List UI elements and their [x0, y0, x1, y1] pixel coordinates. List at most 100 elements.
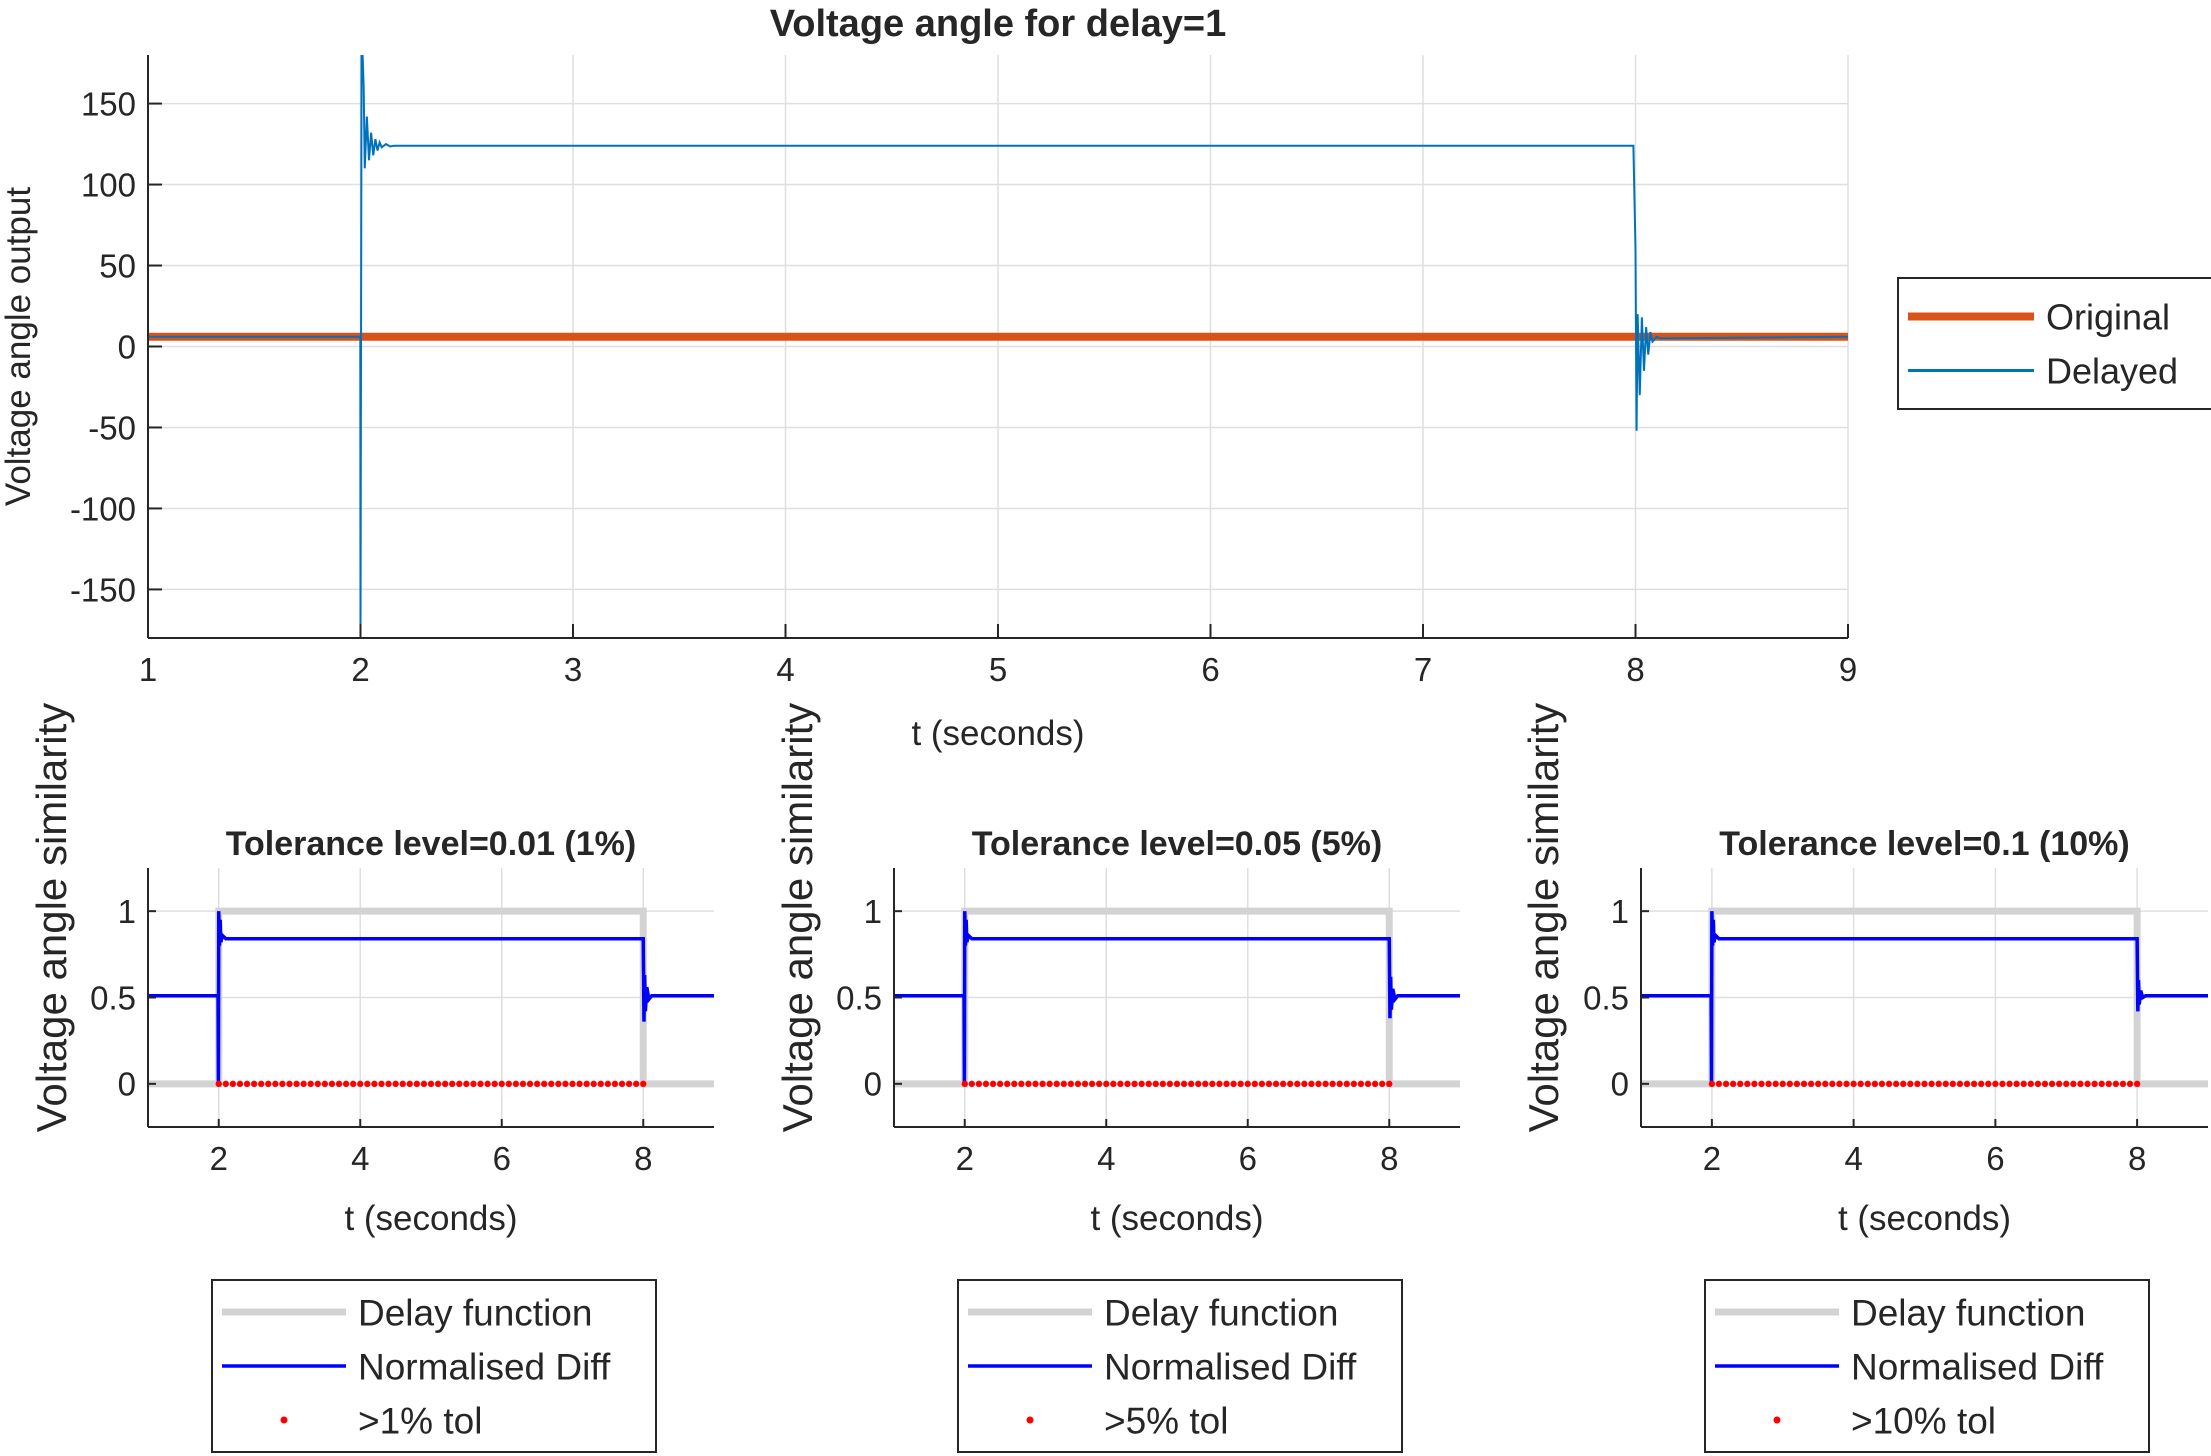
series-group	[148, 55, 1848, 638]
x-tick-label: 2	[210, 1140, 228, 1177]
y-tick-label: 50	[99, 247, 136, 284]
tolerance-point	[1857, 1080, 1864, 1088]
x-axis-label: t (seconds)	[911, 714, 1084, 753]
tolerance-point	[1315, 1080, 1322, 1088]
x-tick-label: 7	[1414, 651, 1432, 688]
x-tick-label: 9	[1839, 651, 1857, 688]
tolerance-point	[258, 1080, 265, 1088]
tolerance-point	[1173, 1080, 1181, 1088]
legend-label: Delayed	[2046, 350, 2178, 391]
x-tick-label: 8	[634, 1140, 652, 1177]
legend-label: >5% tol	[1104, 1400, 1228, 1441]
y-tick-label: -150	[70, 571, 136, 608]
x-tick-label: 4	[1844, 1140, 1862, 1177]
tolerance-point	[2133, 1080, 2141, 1088]
series-line-2	[148, 911, 714, 1084]
legend-box	[1897, 277, 2211, 410]
tolerance-point	[1209, 1080, 1216, 1088]
tolerance-point	[512, 1080, 520, 1088]
tolerance-point	[618, 1080, 626, 1088]
tolerance-point	[1244, 1080, 1251, 1088]
tolerance-point	[1729, 1080, 1737, 1088]
tolerance-point	[1350, 1080, 1358, 1088]
tolerance-point	[1216, 1080, 1223, 1088]
tolerance-point	[1942, 1080, 1949, 1088]
tolerance-point	[2063, 1080, 2070, 1088]
tolerance-point	[526, 1080, 534, 1088]
tolerance-point	[441, 1080, 449, 1088]
legend: Original Delayed	[1897, 277, 2211, 410]
y-tick-label: 0	[1611, 1066, 1629, 1103]
x-tick-label: 6	[1239, 1140, 1257, 1177]
tolerance-point	[1294, 1080, 1301, 1088]
y-tick-label: 0.5	[90, 979, 136, 1016]
tolerance-point	[1758, 1080, 1765, 1088]
series-group	[148, 907, 714, 1088]
legend-label: Normalised Diff	[358, 1346, 611, 1387]
tolerance-point	[2020, 1080, 2027, 1088]
tolerance-point	[1907, 1080, 1914, 1088]
tolerance-point	[413, 1080, 421, 1088]
tolerance-point	[1843, 1080, 1850, 1088]
series-group	[894, 907, 1460, 1088]
tolerance-point	[1124, 1080, 1131, 1088]
tolerance-point	[2048, 1080, 2056, 1088]
tolerance-point	[1978, 1080, 1985, 1088]
legend-label: Original	[2046, 296, 2170, 337]
y-tick-label: 1	[864, 893, 882, 930]
y-tick-label: 100	[81, 166, 136, 203]
chart-title: Tolerance level=0.05 (5%)	[972, 825, 1382, 863]
tolerance-point	[1885, 1080, 1893, 1088]
tolerance-point	[2112, 1080, 2120, 1088]
tolerance-point	[1060, 1080, 1068, 1088]
tolerance-point	[1892, 1080, 1900, 1088]
tolerance-point	[1074, 1080, 1082, 1088]
tolerance-point	[1970, 1080, 1978, 1088]
legend-marker	[1773, 1416, 1781, 1424]
legend-label: Normalised Diff	[1104, 1346, 1357, 1387]
tolerance-point	[1900, 1080, 1907, 1088]
tolerance-point	[1914, 1080, 1921, 1088]
series-line-1	[148, 907, 714, 1088]
tolerance-point	[1025, 1080, 1032, 1088]
tolerance-point	[1807, 1080, 1815, 1088]
tolerance-point	[420, 1080, 428, 1088]
series-line-2	[148, 55, 1848, 638]
tolerance-point	[961, 1080, 968, 1088]
y-tick-label: -50	[88, 409, 136, 446]
x-tick-label: 8	[1380, 1140, 1398, 1177]
tolerance-point	[604, 1080, 612, 1088]
tolerance-point	[1004, 1080, 1011, 1088]
tolerance-point	[406, 1080, 413, 1088]
tolerance-point	[1793, 1080, 1801, 1088]
tolerance-point	[1180, 1080, 1188, 1088]
tolerance-point	[1364, 1080, 1372, 1088]
legend: Delay function Normalised Diff >5% tol	[957, 1279, 1403, 1453]
tolerance-point	[1850, 1080, 1857, 1088]
tolerance-point	[293, 1080, 300, 1088]
x-tick-label: 4	[776, 651, 794, 688]
tolerance-point	[229, 1080, 237, 1088]
x-tick-label: 1	[139, 651, 157, 688]
y-axis-label: Voltage angle similarity	[774, 703, 821, 1133]
x-axis-label: t (seconds)	[1090, 1199, 1263, 1238]
x-tick-label: 3	[564, 651, 582, 688]
tolerance-point	[357, 1080, 364, 1088]
tolerance-point	[378, 1080, 385, 1088]
legend-label: Normalised Diff	[1851, 1346, 2104, 1387]
tolerance-point	[625, 1080, 633, 1088]
tolerance-point	[597, 1080, 604, 1088]
tolerance-point	[1708, 1080, 1716, 1088]
tolerance-point	[321, 1080, 329, 1088]
tolerance-point	[1343, 1080, 1351, 1088]
y-tick-label: 0	[118, 328, 136, 365]
tolerance-point	[1110, 1080, 1117, 1088]
tolerance-point	[1878, 1080, 1886, 1088]
tolerance-point	[1378, 1080, 1386, 1088]
tolerance-point	[583, 1080, 590, 1088]
x-tick-label: 6	[493, 1140, 511, 1177]
tolerance-point	[2034, 1080, 2042, 1088]
legend-label: >10% tol	[1851, 1400, 1996, 1441]
tolerance-point	[1272, 1080, 1280, 1088]
